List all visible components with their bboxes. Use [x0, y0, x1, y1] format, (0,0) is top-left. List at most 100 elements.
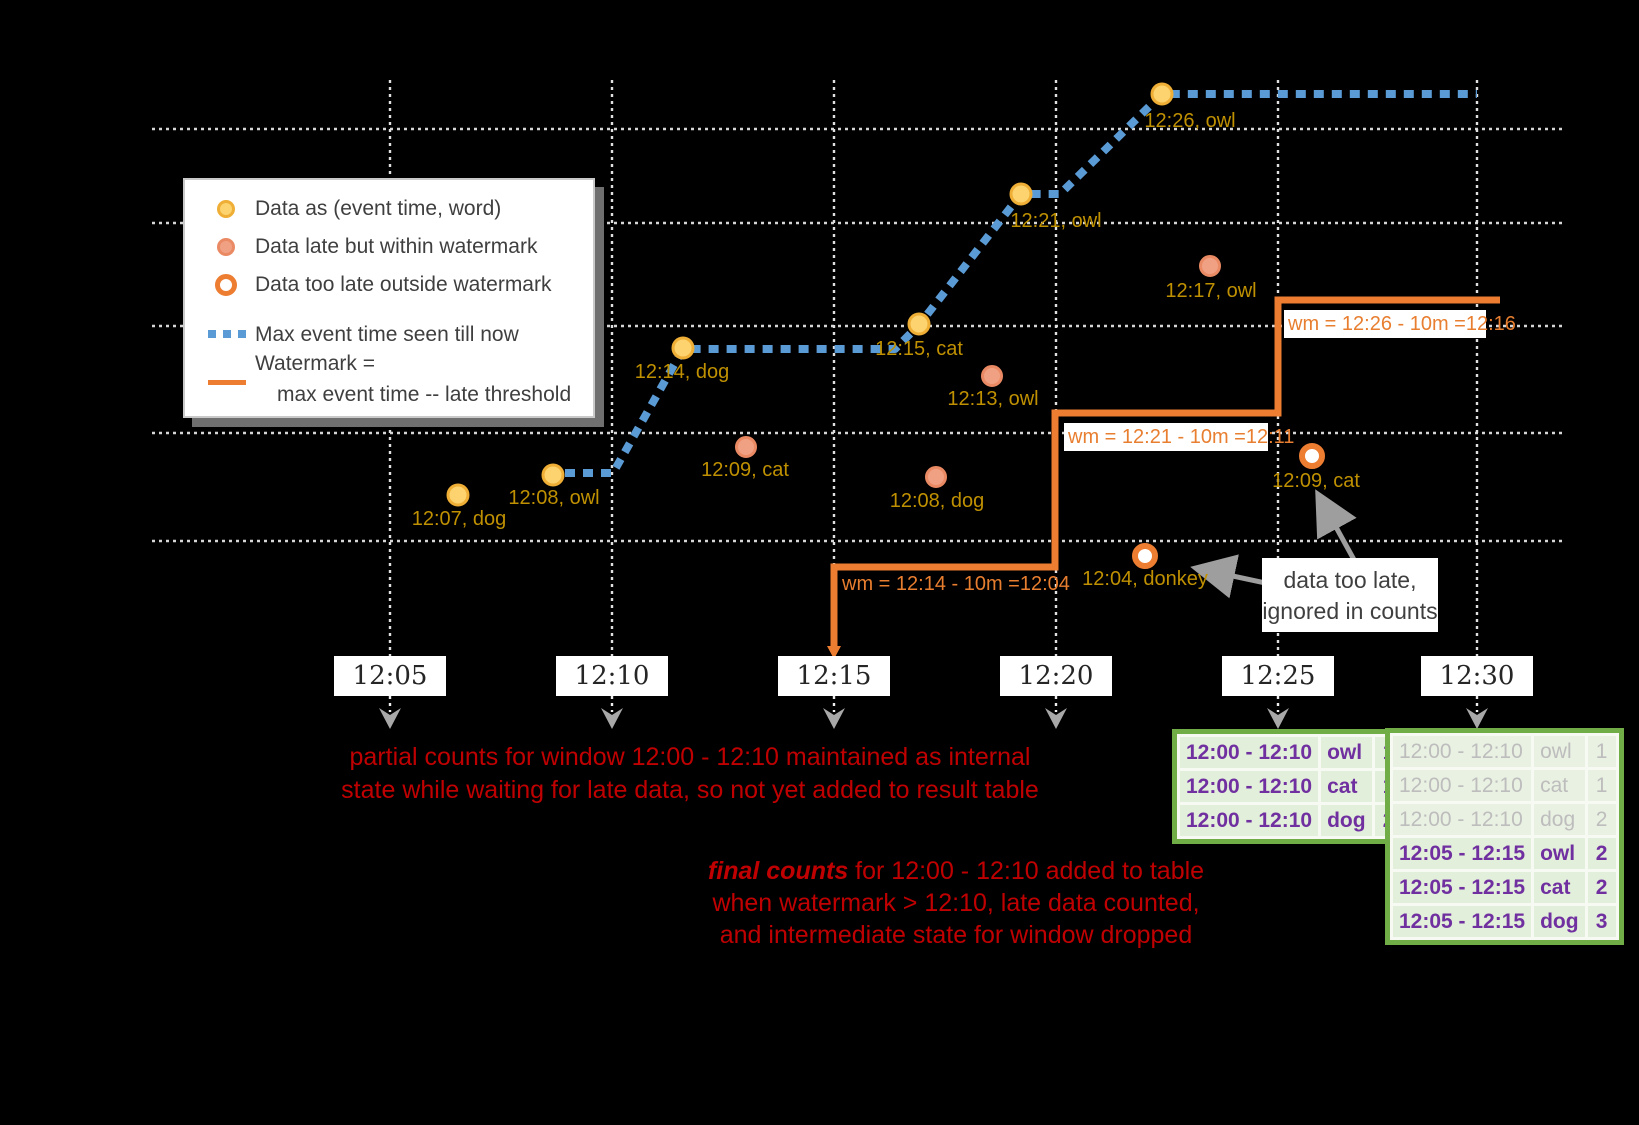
note-final-counts: final counts for 12:00 - 12:10 added to …	[698, 855, 1214, 951]
result-table-12:30: 12:00 - 12:10 owl 1 12:00 - 12:10 cat 1 12:00 …	[1385, 728, 1624, 945]
legend-item-label: Data too late outside watermark	[255, 273, 552, 296]
legend: Data as (event time, word) Data late but…	[183, 178, 595, 418]
data-point-on-time	[1150, 82, 1174, 106]
legend-item-label: Data as (event time, word)	[255, 197, 502, 220]
note-line: partial counts for window 12:00 - 12:10 …	[349, 743, 1031, 771]
watermark-label-3: wm = 12:26 - 10m =12:16	[1284, 310, 1516, 338]
cell-word: dog	[1534, 804, 1585, 835]
data-point-label: 12:07, dog	[411, 508, 507, 530]
cell-count: 1	[1587, 770, 1616, 801]
cell-word: owl	[1321, 737, 1372, 768]
table-row: 12:05 - 12:15 dog 3	[1393, 906, 1616, 937]
cell-window: 12:05 - 12:15	[1393, 872, 1532, 903]
cell-window: 12:00 - 12:10	[1180, 737, 1319, 768]
data-point-label: 12:09, cat	[701, 459, 789, 481]
result-table-1230: 12:00 - 12:10 owl 1 12:00 - 12:10 cat 1 12:00 …	[1385, 728, 1624, 945]
table-row: 12:05 - 12:15 cat 2	[1393, 872, 1616, 903]
data-point-late	[925, 466, 947, 488]
note-final-counts-emphasis: final counts	[707, 857, 849, 885]
data-point-label: 12:26, owl	[1144, 110, 1236, 132]
data-point-late	[981, 365, 1003, 387]
note-line: and intermediate state for window droppe…	[719, 921, 1193, 949]
axis-tick-12:20: 12:20	[1000, 656, 1112, 696]
cell-count: 2	[1587, 872, 1616, 903]
too-late-pointer-arrow	[1315, 489, 1361, 569]
cell-word: cat	[1534, 770, 1585, 801]
data-point-label: 12:08, dog	[889, 490, 985, 512]
cell-word: dog	[1321, 805, 1372, 836]
data-point-late	[735, 436, 757, 458]
tick-arrow-head	[379, 708, 401, 729]
cell-count: 3	[1587, 906, 1616, 937]
watermark-label-2: wm = 12:21 - 10m =12:11	[1064, 423, 1294, 451]
legend-item-label: Data late but within watermark	[255, 235, 538, 258]
cell-word: cat	[1534, 872, 1585, 903]
note-partial-counts: partial counts for window 12:00 - 12:10 …	[320, 741, 1060, 807]
tick-arrow-head	[601, 708, 623, 729]
cell-word: cat	[1321, 771, 1372, 802]
cell-window: 12:00 - 12:10	[1393, 770, 1532, 801]
max-event-time-line	[565, 90, 1477, 477]
too-late-dot-icon	[215, 274, 237, 296]
note-line: state while waiting for late data, so no…	[341, 776, 1039, 804]
data-point-label: 12:14, dog	[634, 361, 730, 383]
note-line: when watermark > 12:10, late data counte…	[712, 889, 1200, 917]
data-point-label: 12:21, owl	[1010, 210, 1102, 232]
note-line-rest: for 12:00 - 12:10 added to table	[848, 857, 1205, 885]
tick-arrow-head	[823, 708, 845, 729]
cell-window: 12:00 - 12:10	[1393, 804, 1532, 835]
axis-tick-12:15: 12:15	[778, 656, 890, 696]
max-event-time-line-icon	[208, 330, 250, 338]
data-point-on-time	[541, 463, 565, 487]
cell-window: 12:05 - 12:15	[1393, 838, 1532, 869]
too-late-callout-line1: data too late,	[1283, 567, 1417, 593]
legend-item-label: Watermark =	[255, 352, 375, 375]
cell-count: 1	[1587, 736, 1616, 767]
too-late-callout-line2: ignored in counts	[1262, 598, 1438, 624]
data-point-label: 12:04, donkey	[1082, 568, 1208, 590]
data-point-late	[1199, 255, 1221, 277]
on-time-dot-icon	[217, 200, 235, 218]
tick-arrow-head	[1466, 708, 1488, 729]
data-point-on-time	[1009, 182, 1033, 206]
cell-word: owl	[1534, 838, 1585, 869]
data-point-label: 12:13, owl	[947, 388, 1039, 410]
legend-item-label: max event time -- late threshold	[277, 383, 572, 406]
cell-word: owl	[1534, 736, 1585, 767]
data-point-label: 12:17, owl	[1165, 280, 1257, 302]
note-line: final counts for 12:00 - 12:10 added to …	[698, 855, 1214, 887]
too-late-callout: data too late, ignored in counts	[1262, 558, 1438, 632]
cell-count: 2	[1587, 838, 1616, 869]
data-point-too-late	[1132, 543, 1158, 569]
cell-window: 12:00 - 12:10	[1180, 805, 1319, 836]
data-point-label: 12:08, owl	[508, 487, 600, 509]
data-point-on-time	[671, 336, 695, 360]
tick-arrow-head	[1045, 708, 1067, 729]
legend-item-label: Max event time seen till now	[255, 323, 519, 346]
data-point-too-late	[1299, 443, 1325, 469]
axis-tick-12:10: 12:10	[556, 656, 668, 696]
data-point-label: 12:15, cat	[875, 338, 963, 360]
axis-tick-12:25: 12:25	[1222, 656, 1334, 696]
cell-window: 12:00 - 12:10	[1180, 771, 1319, 802]
cell-window: 12:05 - 12:15	[1393, 906, 1532, 937]
data-point-on-time	[907, 312, 931, 336]
late-dot-icon	[217, 238, 235, 256]
watermark-line-icon	[208, 380, 246, 385]
watermark-label-1: wm = 12:14 - 10m =12:04	[842, 573, 1070, 595]
data-point-label: 12:09, cat	[1272, 470, 1360, 492]
axis-tick-12:05: 12:05	[334, 656, 446, 696]
cell-window: 12:00 - 12:10	[1393, 736, 1532, 767]
cell-count: 2	[1587, 804, 1616, 835]
table-row: 12:05 - 12:15 owl 2	[1393, 838, 1616, 869]
axis-tick-12:30: 12:30	[1421, 656, 1533, 696]
